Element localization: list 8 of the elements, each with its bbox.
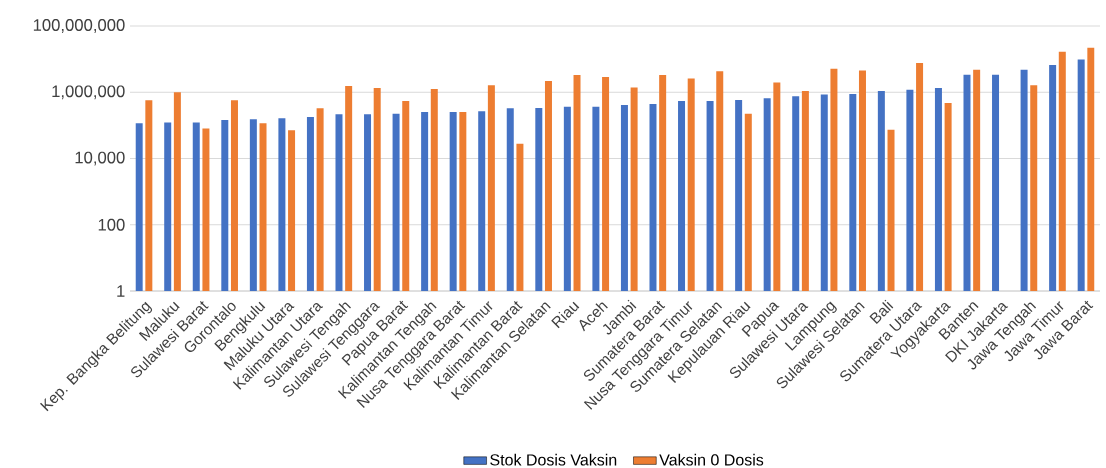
- y-tick-label: 100: [98, 218, 125, 231]
- y-tick-label: 1: [117, 285, 125, 297]
- y-tick-label: 1,000,000: [52, 85, 125, 100]
- y-tick-label: 100,000,000: [33, 19, 125, 33]
- y-tick-label: 10,000: [75, 151, 125, 166]
- legend-label: Stok Dosis Vaksin: [490, 453, 617, 466]
- legend-label: Vaksin 0 Dosis: [659, 453, 764, 466]
- x-tick-label: Riau: [551, 301, 580, 329]
